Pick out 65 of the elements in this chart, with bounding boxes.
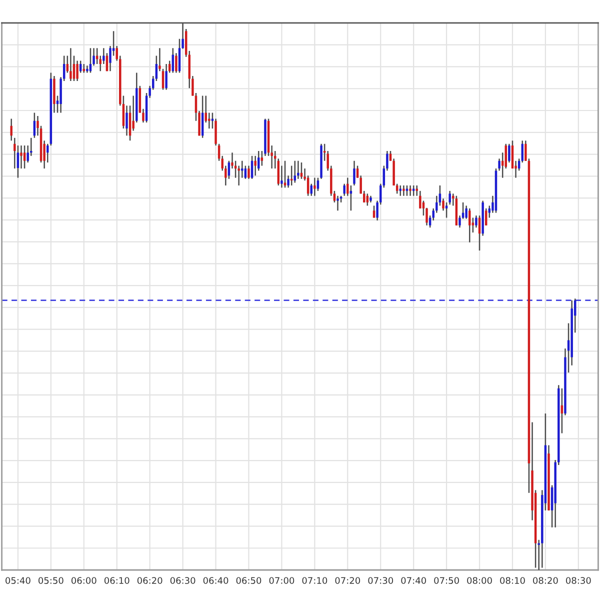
x-tick-label: 06:40 <box>203 577 228 584</box>
x-tick-label: 07:40 <box>401 577 426 584</box>
candlestick <box>70 48 72 82</box>
candlestick <box>244 165 247 180</box>
x-tick-label: 05:50 <box>38 577 64 584</box>
candlestick <box>314 177 316 196</box>
candlestick <box>165 63 168 90</box>
x-tick-label: 08:20 <box>533 577 558 584</box>
x-tick-label: 07:20 <box>335 577 360 584</box>
candlestick <box>86 65 88 74</box>
candlestick <box>294 160 296 184</box>
candlestick <box>175 52 178 74</box>
x-tick-label: 08:10 <box>500 577 525 584</box>
candlestick <box>20 144 22 170</box>
candlestick <box>468 208 471 243</box>
candlestick <box>508 143 510 164</box>
candlestick <box>343 183 346 196</box>
candlestick <box>475 214 478 228</box>
candlestick <box>478 214 481 252</box>
x-tick-label: 08:30 <box>566 577 591 584</box>
candlestick <box>406 184 408 196</box>
x-tick-label: 06:30 <box>170 577 196 584</box>
candlestick <box>353 160 356 186</box>
candlestick <box>412 184 415 196</box>
candlestick <box>409 184 412 196</box>
candlestick <box>399 184 402 196</box>
candlestick <box>158 48 161 72</box>
x-tick-label: 08:00 <box>467 577 492 584</box>
x-tick-label: 07:30 <box>368 577 394 584</box>
candlestick <box>241 160 244 178</box>
candlestick <box>250 155 254 180</box>
candlestick <box>248 165 250 180</box>
candlestick <box>201 95 204 138</box>
x-tick-label: 06:50 <box>236 577 262 584</box>
candlestick <box>280 165 283 188</box>
candlestick <box>76 60 78 82</box>
candlestick <box>284 160 286 188</box>
candlestick <box>208 112 210 130</box>
candlestick <box>336 195 339 212</box>
x-tick-label: 07:50 <box>434 577 459 584</box>
x-tick-label: 06:00 <box>71 577 96 584</box>
candlestick <box>504 143 507 170</box>
candlestick <box>448 190 451 206</box>
candlestick <box>23 144 26 170</box>
candlestick <box>10 118 12 142</box>
candlestick <box>389 150 392 162</box>
candlestick <box>172 48 174 74</box>
candlestick <box>254 155 256 176</box>
candlestick <box>416 184 418 196</box>
x-tick-label: 05:40 <box>6 577 30 584</box>
x-tick-label: 06:10 <box>104 577 130 584</box>
candlestick <box>521 140 524 164</box>
candlestick <box>356 165 359 178</box>
candlestick <box>484 208 488 226</box>
candlestick <box>238 165 240 186</box>
x-tick-label: 07:00 <box>269 577 294 584</box>
candlestick <box>445 202 448 218</box>
candlestick <box>277 158 280 186</box>
x-tick-label: 06:20 <box>137 577 162 584</box>
candlestick <box>297 160 300 180</box>
candlestick <box>162 68 164 90</box>
candlestick <box>260 150 264 166</box>
candlestick <box>402 184 405 196</box>
x-tick-label: 07:10 <box>302 577 328 584</box>
candlestick <box>258 150 260 172</box>
